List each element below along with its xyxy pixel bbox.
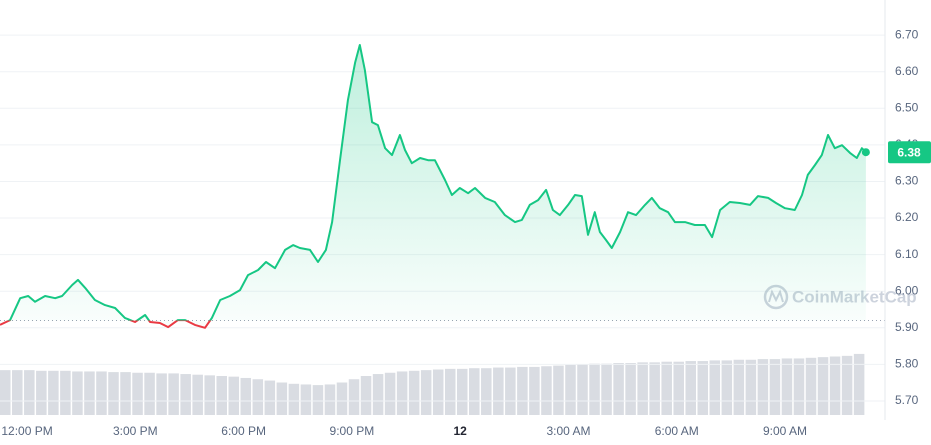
volume-bar	[228, 376, 240, 415]
volume-bar	[312, 385, 324, 415]
volume-bar	[805, 357, 817, 415]
y-tick-label: 6.20	[895, 210, 919, 224]
volume-bar	[637, 362, 648, 415]
y-tick-label: 5.80	[895, 357, 919, 371]
volume-bar	[120, 372, 131, 415]
volume-bar	[697, 361, 709, 415]
volume-bar	[60, 370, 71, 415]
volume-bar	[517, 366, 528, 415]
volume-bar	[613, 363, 624, 415]
x-tick-label: 9:00 AM	[763, 424, 807, 438]
volume-bar	[192, 374, 203, 415]
volume-bar	[541, 366, 552, 415]
volume-bar	[288, 383, 300, 415]
volume-bar	[649, 362, 660, 415]
volume-bar	[529, 366, 540, 415]
volume-bar	[360, 376, 372, 415]
volume-bar	[108, 372, 119, 415]
volume-bar	[276, 382, 288, 415]
volume-bar	[264, 380, 276, 415]
volume-bar	[156, 373, 167, 415]
volume-bar	[336, 382, 348, 415]
volume-bar	[673, 361, 684, 415]
y-tick-label: 6.00	[895, 283, 919, 297]
volume-bar	[24, 370, 35, 415]
x-tick-label: 12	[454, 424, 468, 438]
volume-bar	[144, 372, 155, 415]
y-tick-label: 5.90	[895, 320, 919, 334]
x-tick-label: 3:00 AM	[546, 424, 590, 438]
x-tick-label: 12:00 PM	[1, 424, 52, 438]
volume-bar	[36, 370, 47, 415]
volume-bar	[565, 364, 576, 415]
y-tick-label: 6.70	[895, 27, 919, 41]
volume-bar	[456, 368, 468, 415]
y-tick-label: 5.70	[895, 393, 919, 407]
volume-bar	[204, 375, 215, 415]
current-price-dot	[861, 148, 870, 157]
volume-bar	[12, 370, 23, 415]
volume-bar	[96, 371, 107, 415]
volume-bar	[444, 368, 456, 415]
volume-bar	[72, 371, 83, 415]
x-tick-label: 3:00 PM	[113, 424, 158, 438]
volume-bar	[577, 364, 588, 415]
current-price-label: 6.38	[897, 145, 921, 159]
volume-bar	[324, 384, 336, 415]
volume-bar	[240, 377, 252, 415]
volume-bar	[553, 365, 564, 415]
volume-bar	[408, 370, 420, 415]
volume-bar	[216, 376, 227, 415]
price-line	[0, 44, 867, 329]
volume-bar	[396, 371, 408, 415]
price-area	[0, 45, 866, 328]
volume-bar	[853, 353, 865, 415]
volume-bar	[505, 367, 516, 415]
volume-bar	[132, 372, 143, 415]
volume-bar	[601, 363, 612, 415]
volume-bar	[745, 359, 757, 415]
volume-bar	[481, 368, 492, 415]
volume-bar	[589, 363, 600, 415]
volume-bar	[757, 359, 769, 415]
volume-bar	[252, 379, 264, 415]
y-tick-label: 6.60	[895, 64, 919, 78]
y-tick-label: 6.10	[895, 247, 919, 261]
volume-bar	[721, 360, 733, 415]
volume-bar	[829, 356, 841, 415]
volume-bar	[48, 370, 59, 415]
volume-bar	[709, 360, 721, 415]
volume-bar	[841, 355, 853, 415]
volume-bar	[793, 358, 805, 415]
volume-bar	[180, 374, 191, 415]
current-price-box	[888, 141, 931, 164]
y-tick-label: 6.50	[895, 100, 919, 114]
volume-bar	[685, 361, 697, 415]
volume-bar	[817, 357, 829, 415]
volume-bar	[348, 379, 360, 415]
x-tick-label: 9:00 PM	[330, 424, 375, 438]
volume-bar	[84, 371, 95, 415]
x-tick-label: 6:00 PM	[221, 424, 266, 438]
volume-bar	[781, 358, 793, 415]
volume-bar	[625, 363, 636, 415]
volume-bar	[420, 370, 432, 415]
volume-bar	[0, 370, 11, 415]
x-tick-label: 6:00 AM	[655, 424, 699, 438]
volume-bar	[493, 367, 504, 415]
volume-bar	[300, 384, 312, 415]
volume-bar	[168, 373, 179, 415]
y-tick-label: 6.30	[895, 174, 919, 188]
volume-bar	[661, 361, 672, 415]
volume-bar	[384, 372, 396, 415]
volume-bar	[432, 369, 444, 415]
volume-bar	[769, 359, 781, 415]
volume-bar	[733, 359, 745, 415]
volume-bar	[372, 374, 384, 415]
volume-bar	[469, 368, 480, 415]
